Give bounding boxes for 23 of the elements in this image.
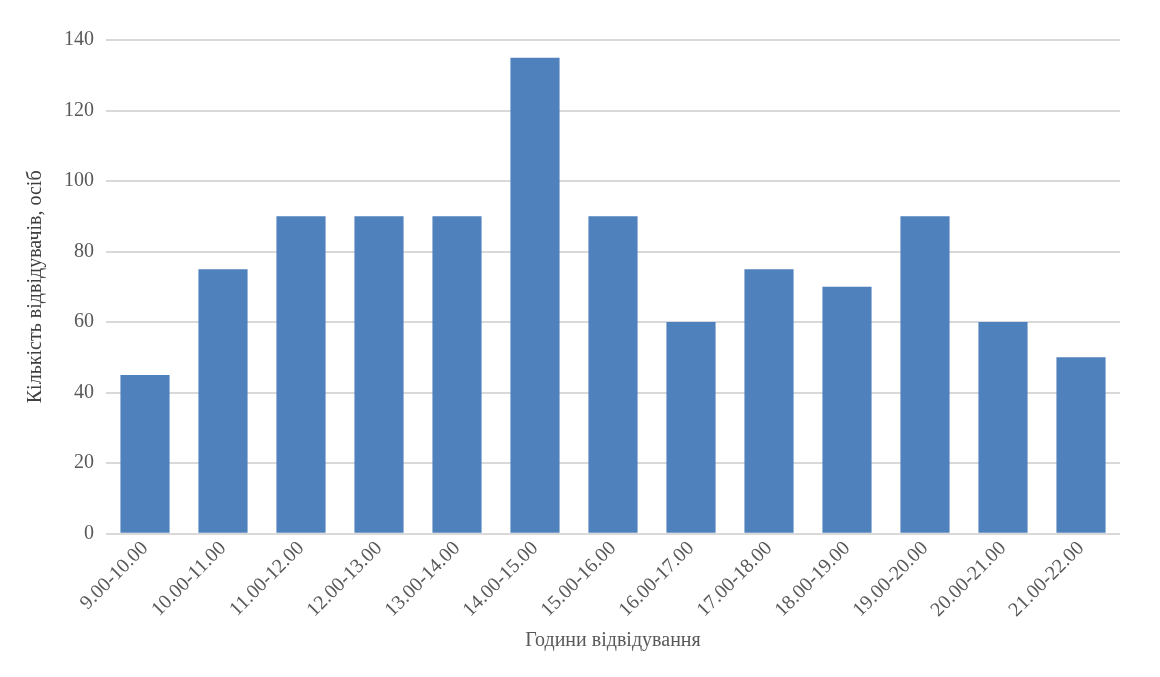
bar — [198, 269, 248, 533]
bar — [510, 57, 560, 533]
bar — [822, 286, 872, 533]
bar — [276, 216, 326, 533]
bar — [1056, 357, 1106, 533]
y-tick-label: 40 — [74, 379, 94, 402]
bar — [744, 269, 794, 533]
y-tick-label: 80 — [74, 238, 94, 261]
y-tick-label: 20 — [74, 450, 94, 473]
y-tick-label: 0 — [84, 520, 94, 543]
bar — [588, 216, 638, 533]
bar — [900, 216, 950, 533]
bar — [432, 216, 482, 533]
y-axis-title: Кількість відвідувачів, осіб — [23, 170, 47, 404]
bar — [978, 322, 1028, 533]
bar — [666, 322, 716, 533]
y-tick-label: 100 — [64, 168, 94, 191]
y-tick-label: 140 — [64, 27, 94, 50]
x-axis-title: Години відвідування — [525, 628, 701, 652]
bar — [120, 375, 170, 533]
y-tick-label: 60 — [74, 309, 94, 332]
y-tick-label: 120 — [64, 97, 94, 120]
bar — [354, 216, 404, 533]
